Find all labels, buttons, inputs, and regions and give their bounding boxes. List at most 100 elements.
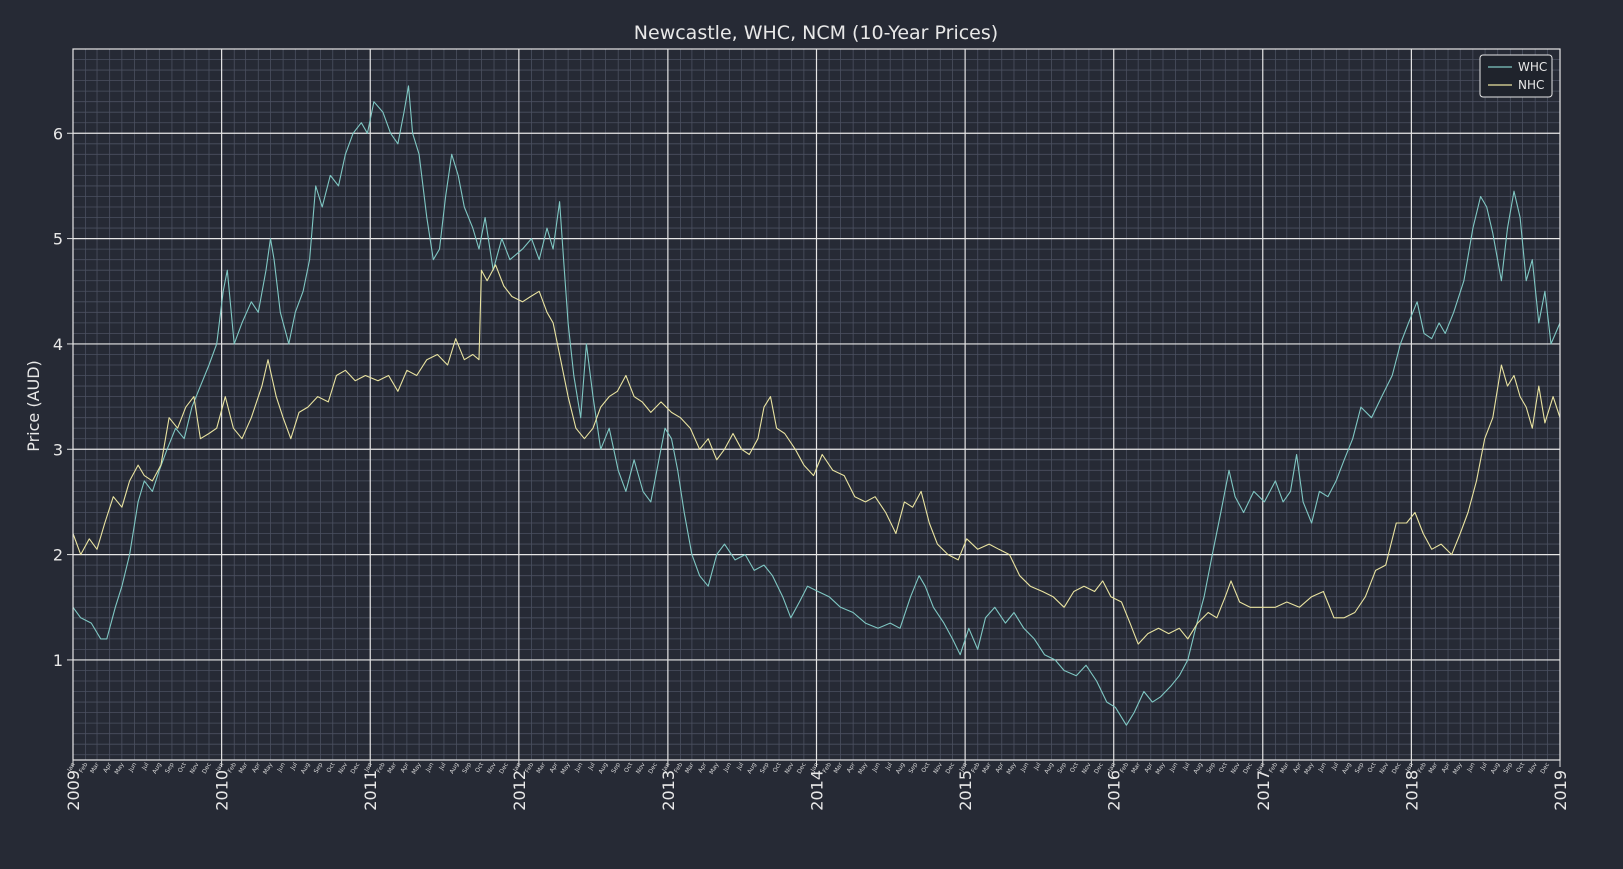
x-year-label: 2016 xyxy=(1105,770,1124,811)
x-month-label: Apr xyxy=(994,761,1006,774)
x-month-label: Jul xyxy=(289,761,299,772)
x-month-label: Sep xyxy=(1205,761,1217,774)
x-month-label: Apr xyxy=(1440,761,1452,774)
x-month-label: Jan xyxy=(809,761,820,774)
y-axis-label: Price (AUD) xyxy=(24,360,43,452)
x-month-label: Feb xyxy=(78,761,89,774)
x-month-label: Apr xyxy=(697,761,709,774)
x-month-label: Jun xyxy=(276,761,287,774)
x-year-label: 2015 xyxy=(956,770,975,811)
x-month-label: Jan xyxy=(958,761,969,774)
x-month-label: Feb xyxy=(1416,761,1427,774)
x-month-label: Mar xyxy=(981,761,993,775)
x-month-label: Mar xyxy=(1427,761,1439,775)
series-line-whc xyxy=(72,85,1561,726)
x-month-label: Apr xyxy=(548,761,560,774)
x-month-label: Oct xyxy=(1515,761,1527,774)
x-year-label: 2009 xyxy=(64,770,83,811)
x-month-label: Sep xyxy=(313,761,325,774)
x-month-label: Jun xyxy=(573,761,584,774)
x-month-label: Jan xyxy=(660,761,671,774)
x-month-label: Jun xyxy=(1317,761,1328,774)
x-month-label: Oct xyxy=(325,761,337,774)
x-month-label: Jul xyxy=(587,761,597,772)
x-month-label: Apr xyxy=(399,761,411,774)
y-tick-label: 6 xyxy=(53,124,63,143)
x-month-label: Mar xyxy=(535,761,547,775)
x-month-label: Feb xyxy=(970,761,981,774)
x-month-label: Mar xyxy=(386,761,398,775)
x-month-label: Dec xyxy=(796,762,808,776)
x-year-label: 2017 xyxy=(1254,770,1273,811)
x-month-label: Feb xyxy=(1119,761,1130,774)
x-month-label: Jan xyxy=(1255,761,1266,774)
x-month-label: Apr xyxy=(1292,761,1304,774)
x-year-label: 2011 xyxy=(361,770,380,811)
x-month-label: Feb xyxy=(375,761,386,774)
x-month-label: Oct xyxy=(623,761,635,774)
x-year-label: 2014 xyxy=(808,770,827,811)
x-month-label: Mar xyxy=(1279,761,1291,775)
x-month-label: Jan xyxy=(1404,761,1415,774)
x-month-label: Feb xyxy=(821,761,832,774)
x-month-label: Mar xyxy=(833,761,845,775)
x-month-label: Dec xyxy=(201,762,213,776)
x-month-label: Apr xyxy=(1143,761,1155,774)
legend-label-whc: WHC xyxy=(1518,60,1547,74)
x-month-label: Sep xyxy=(1354,761,1366,774)
x-month-label: Jun xyxy=(127,761,138,774)
y-axis-ticks: 1 2 3 4 5 6 xyxy=(53,124,73,670)
x-month-label: Jul xyxy=(884,761,894,772)
x-month-label: Mar xyxy=(1130,761,1142,775)
x-month-label: Jan xyxy=(1106,761,1117,774)
x-month-label: Mar xyxy=(89,761,101,775)
x-month-label: Dec xyxy=(1093,762,1105,776)
x-month-label: Sep xyxy=(1056,761,1068,774)
x-month-label: Jul xyxy=(1181,761,1191,772)
x-month-label: Dec xyxy=(647,762,659,776)
x-month-label: Dec xyxy=(1242,762,1254,776)
x-month-label: Oct xyxy=(1069,761,1081,774)
x-month-label: Dec xyxy=(349,762,361,776)
x-month-label: Sep xyxy=(759,761,771,774)
x-axis-ticks: 2009 2010 2011 2012 2013 2014 2015 2016 2017 2018… xyxy=(64,760,1570,811)
x-month-label: Sep xyxy=(164,761,176,774)
x-month-label: Jan xyxy=(214,761,225,774)
x-month-label: Jul xyxy=(1330,761,1340,772)
x-month-label: Jun xyxy=(1168,761,1179,774)
x-month-label: Jan xyxy=(363,761,374,774)
x-year-label: 2018 xyxy=(1402,770,1421,811)
x-month-label: Feb xyxy=(227,761,238,774)
x-month-label: Dec xyxy=(1391,762,1403,776)
x-month-label: Jul xyxy=(437,761,447,772)
x-month-label: Oct xyxy=(1218,761,1230,774)
legend-label-nhc: NHC xyxy=(1518,78,1544,92)
x-year-label: 2012 xyxy=(510,770,529,811)
x-month-label: Jul xyxy=(140,761,150,772)
y-tick-label: 2 xyxy=(53,546,63,565)
x-month-label: Mar xyxy=(684,761,696,775)
series-layer xyxy=(72,85,1561,726)
x-month-label: Jul xyxy=(1479,761,1489,772)
x-month-label: Sep xyxy=(1502,761,1514,774)
x-month-label: Jan xyxy=(511,761,522,774)
x-month-label: Jul xyxy=(1032,761,1042,772)
x-month-label: Oct xyxy=(771,761,783,774)
x-month-label: Sep xyxy=(461,761,473,774)
y-tick-label: 3 xyxy=(53,440,63,459)
series-line-nhc xyxy=(72,264,1561,645)
x-month-label: Feb xyxy=(673,761,684,774)
x-year-label: 2010 xyxy=(213,770,232,811)
x-month-label: Jun xyxy=(1465,761,1476,774)
legend-box xyxy=(1479,54,1553,98)
chart-title: Newcastle, WHC, NCM (10-Year Prices) xyxy=(634,22,998,44)
legend: WHC NHC xyxy=(1479,54,1553,98)
y-tick-label: 5 xyxy=(53,230,63,249)
x-month-label: Jun xyxy=(424,761,435,774)
x-month-label: Feb xyxy=(524,761,535,774)
x-month-label: Sep xyxy=(907,761,919,774)
x-year-label: 2019 xyxy=(1551,770,1570,811)
x-month-label: Oct xyxy=(177,761,189,774)
x-month-label: Sep xyxy=(610,761,622,774)
